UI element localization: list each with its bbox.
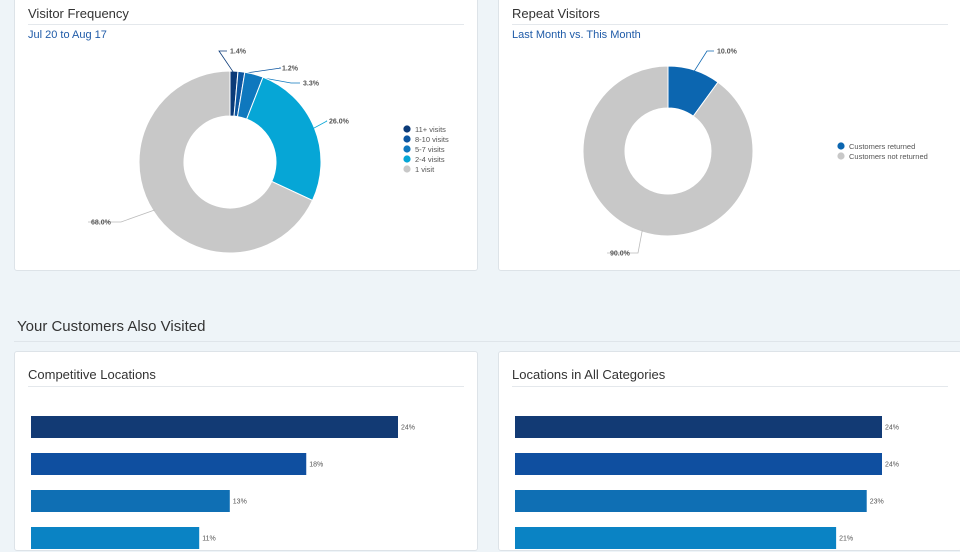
donut-slice-customers-not-returned xyxy=(582,65,754,237)
bar-2 xyxy=(31,453,307,475)
section-divider xyxy=(14,341,960,342)
comparison-label: Last Month vs. This Month xyxy=(512,29,641,41)
bar-value-label: 24% xyxy=(885,462,899,469)
bar-value-label: 24% xyxy=(401,425,415,432)
donut-slice-2-4-visits xyxy=(246,76,322,202)
section-title: Your Customers Also Visited xyxy=(17,318,206,335)
bar-value-label: 23% xyxy=(870,499,884,506)
bar-value-label: 21% xyxy=(839,536,853,543)
card-title: Competitive Locations xyxy=(28,367,156,382)
bar-value-label: 18% xyxy=(309,462,323,469)
legend-swatch xyxy=(837,142,845,150)
legend-swatch xyxy=(403,135,411,143)
bar-3 xyxy=(515,490,867,512)
legend-label: Customers returned xyxy=(849,142,915,151)
bar-1 xyxy=(515,416,882,438)
legend-swatch xyxy=(403,145,411,153)
bar-4 xyxy=(515,527,837,549)
legend-label: 2-4 visits xyxy=(415,155,445,164)
all-categories-card: Locations in All Categories 24% 24% 23% 21% xyxy=(498,351,960,551)
slice-value-label: 68.0% xyxy=(91,220,112,227)
date-range-label: Jul 20 to Aug 17 xyxy=(28,29,107,41)
bar-2 xyxy=(515,453,882,475)
leader-line xyxy=(312,120,328,130)
card-title: Visitor Frequency xyxy=(28,6,129,21)
repeat-visitors-card: Repeat Visitors Last Month vs. This Mont… xyxy=(498,0,960,271)
bar-value-label: 24% xyxy=(885,425,899,432)
bar-3 xyxy=(31,490,230,512)
bar-1 xyxy=(31,416,398,438)
card-divider xyxy=(512,24,948,25)
legend-swatch xyxy=(403,155,411,163)
competitive-locations-card: Competitive Locations 24% 18% 13% 11% xyxy=(14,351,478,551)
legend-label: 8-10 visits xyxy=(415,135,449,144)
leader-line xyxy=(693,50,714,73)
bar-4 xyxy=(31,527,200,549)
slice-value-label: 3.3% xyxy=(303,81,320,88)
slice-value-label: 10.0% xyxy=(717,49,738,56)
legend-label: 11+ visits xyxy=(415,125,446,134)
bar-value-label: 13% xyxy=(233,499,247,506)
legend-swatch xyxy=(403,165,411,173)
competitive-locations-bar-chart: 24% 18% 13% 11% xyxy=(31,416,415,549)
bar-value-label: 11% xyxy=(202,536,216,543)
slice-value-label: 26.0% xyxy=(329,119,350,126)
card-title: Locations in All Categories xyxy=(512,367,666,382)
card-title: Repeat Visitors xyxy=(512,6,600,21)
leader-line xyxy=(241,67,282,75)
leader-line xyxy=(88,209,156,223)
card-divider xyxy=(28,24,464,25)
legend-swatch xyxy=(837,152,845,160)
visitor-frequency-card: Visitor Frequency Jul 20 to Aug 17 1.4% 1… xyxy=(14,0,478,271)
leader-line xyxy=(607,229,643,254)
donut-slice-1-visit xyxy=(138,70,314,254)
slice-value-label: 1.4% xyxy=(230,49,247,56)
legend-label: 1 visit xyxy=(415,165,435,174)
card-divider xyxy=(512,386,948,387)
legend-swatch xyxy=(403,125,411,133)
legend-label: 5-7 visits xyxy=(415,145,445,154)
slice-value-label: 90.0% xyxy=(610,251,631,258)
leader-line xyxy=(218,50,235,74)
all-categories-bar-chart: 24% 24% 23% 21% xyxy=(515,416,899,549)
card-divider xyxy=(28,386,464,387)
legend-label: Customers not returned xyxy=(849,152,928,161)
slice-value-label: 1.2% xyxy=(282,66,299,73)
